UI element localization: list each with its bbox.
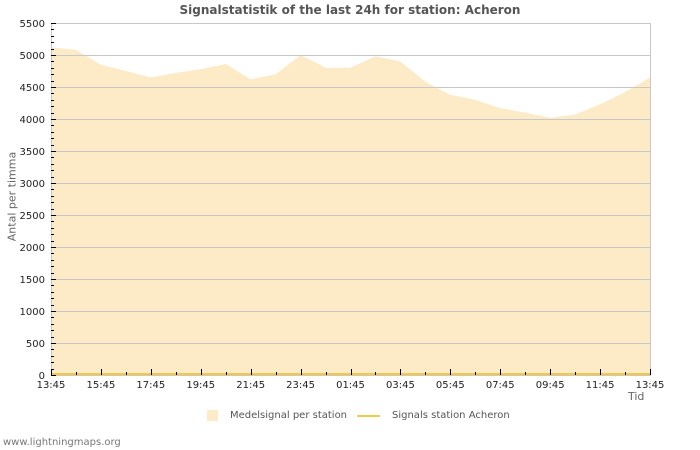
x-tick-label: 07:45	[486, 380, 515, 391]
x-tick-label: 21:45	[236, 380, 265, 391]
y-tick-label: 5000	[20, 51, 45, 62]
legend-item-average: Medelsignal per station	[207, 410, 347, 421]
x-tick-label: 03:45	[386, 380, 415, 391]
y-tick-label: 500	[26, 339, 45, 350]
legend-label-average: Medelsignal per station	[230, 410, 348, 421]
x-tick-label: 17:45	[136, 380, 165, 391]
chart-title: Signalstatistik of the last 24h for stat…	[179, 3, 521, 17]
y-tick-label: 3000	[20, 179, 45, 190]
plot-frame	[51, 23, 651, 376]
y-tick-label: 5500	[20, 19, 45, 30]
x-tick-label: 01:45	[336, 380, 365, 391]
y-tick-label: 0	[39, 371, 45, 382]
area-swatch-icon	[207, 410, 218, 421]
x-tick-label: 13:45	[37, 380, 66, 391]
y-tick-label: 2500	[20, 211, 45, 222]
y-tick-label: 4500	[20, 83, 45, 94]
x-tick-label: 23:45	[286, 380, 315, 391]
y-tick-label: 1500	[20, 275, 45, 286]
y-tick-label: 3500	[20, 147, 45, 158]
y-tick-label: 2000	[20, 243, 45, 254]
x-tick-label: 15:45	[87, 380, 116, 391]
legend-label-station: Signals station Acheron	[392, 410, 510, 421]
y-axis-label: Antal per timma	[5, 151, 19, 242]
line-swatch-icon	[357, 414, 380, 417]
x-tick-label: 13:45	[636, 380, 665, 391]
x-tick-label: 11:45	[586, 380, 615, 391]
y-tick-label: 4000	[20, 115, 45, 126]
site-credit: www.lightningmaps.org	[3, 437, 121, 448]
x-axis-label: Tid	[628, 390, 645, 403]
area-series	[51, 47, 650, 376]
x-tick-label: 09:45	[536, 380, 565, 391]
y-tick-label: 1000	[20, 307, 45, 318]
x-tick-label: 19:45	[186, 380, 215, 391]
x-tick-label: 05:45	[436, 380, 465, 391]
legend-item-station: Signals station Acheron	[357, 410, 510, 421]
